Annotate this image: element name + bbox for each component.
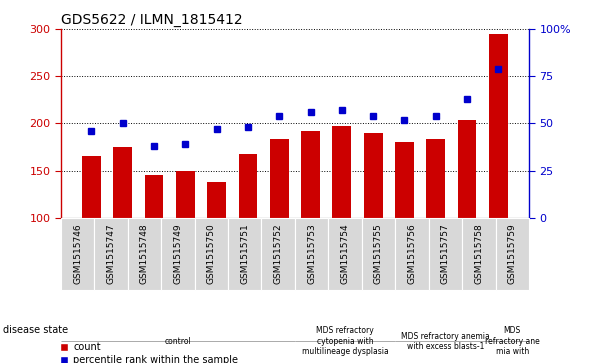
Bar (94, 218, 128, 290)
Text: GSM1515747: GSM1515747 (106, 224, 116, 285)
Bar (161, 218, 195, 290)
Text: GSM1515752: GSM1515752 (274, 224, 283, 285)
Bar (496, 218, 529, 290)
Bar (82, 156, 101, 218)
Text: GSM1515751: GSM1515751 (240, 224, 249, 285)
Bar (458, 120, 477, 218)
Text: GSM1515746: GSM1515746 (73, 224, 82, 285)
Text: GSM1515749: GSM1515749 (173, 224, 182, 285)
Bar (462, 218, 496, 290)
Text: MDS refractory anemia
with excess blasts-1: MDS refractory anemia with excess blasts… (401, 331, 489, 351)
Bar (489, 34, 508, 218)
Bar (301, 131, 320, 218)
Bar (426, 139, 445, 218)
Bar (238, 154, 257, 218)
Legend: count, percentile rank within the sample: count, percentile rank within the sample (60, 342, 238, 363)
Bar (328, 218, 362, 290)
Bar (429, 218, 462, 290)
Text: disease state: disease state (3, 325, 68, 335)
Bar (61, 218, 94, 290)
Bar (128, 218, 161, 290)
Text: MDS refractory
cytopenia with
multilineage dysplasia: MDS refractory cytopenia with multilinea… (302, 326, 389, 356)
Text: GSM1515757: GSM1515757 (441, 224, 450, 285)
Text: MDS
refractory ane
mia with: MDS refractory ane mia with (485, 326, 540, 356)
Bar (333, 126, 351, 218)
Text: GSM1515755: GSM1515755 (374, 224, 383, 285)
Text: GSM1515753: GSM1515753 (307, 224, 316, 285)
Bar (362, 218, 395, 290)
Bar (270, 139, 289, 218)
Text: GDS5622 / ILMN_1815412: GDS5622 / ILMN_1815412 (61, 13, 243, 26)
Bar (228, 218, 261, 290)
Bar (176, 171, 195, 218)
Text: GSM1515756: GSM1515756 (407, 224, 416, 285)
Bar (364, 133, 382, 218)
Text: GSM1515759: GSM1515759 (508, 224, 517, 285)
Text: GSM1515748: GSM1515748 (140, 224, 149, 285)
Text: GSM1515750: GSM1515750 (207, 224, 216, 285)
Bar (195, 218, 228, 290)
Bar (395, 218, 429, 290)
Bar (113, 147, 132, 218)
Bar (207, 182, 226, 218)
Bar (261, 218, 295, 290)
Bar (295, 218, 328, 290)
Bar (395, 142, 414, 218)
Bar (145, 175, 164, 218)
Text: GSM1515758: GSM1515758 (474, 224, 483, 285)
Text: GSM1515754: GSM1515754 (340, 224, 350, 285)
Text: control: control (165, 337, 191, 346)
